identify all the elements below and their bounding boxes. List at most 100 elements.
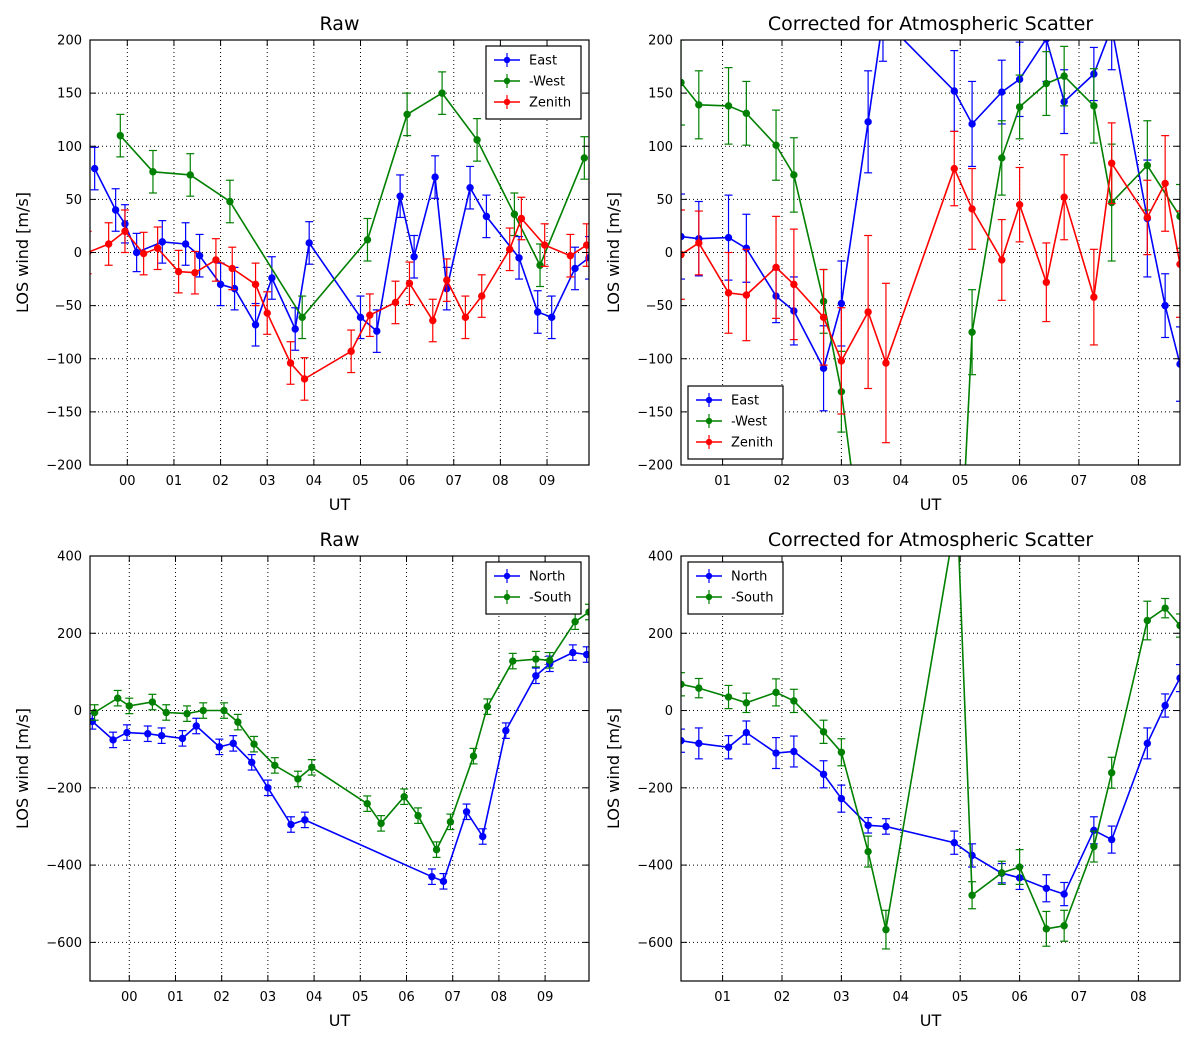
legend-marker (503, 56, 511, 64)
chart-title: Corrected for Atmospheric Scatter (768, 13, 1094, 35)
data-point (174, 267, 183, 276)
data-point (216, 280, 225, 289)
data-point (695, 239, 703, 247)
y-tick-label: −100 (46, 352, 82, 367)
data-point (540, 241, 549, 249)
data-point (1090, 102, 1098, 110)
axes-frame (680, 555, 1181, 982)
data-point (502, 726, 510, 735)
data-point (366, 311, 374, 319)
data-point (1176, 674, 1180, 682)
data-point (1143, 161, 1152, 170)
x-tick-label: 07 (444, 990, 461, 1005)
data-point (271, 761, 279, 770)
legend-item-east: East (696, 393, 759, 409)
x-tick-label: 05 (952, 474, 969, 489)
legend-label: Zenith (529, 96, 571, 111)
data-point (1107, 835, 1116, 844)
y-tick-label: −200 (46, 781, 82, 796)
data-point (882, 822, 890, 831)
data-point (580, 154, 589, 162)
data-point (308, 763, 316, 772)
data-point (104, 240, 113, 248)
legend-marker (503, 98, 511, 106)
data-point (1143, 616, 1152, 625)
data-point (181, 240, 190, 248)
series-line-south (681, 556, 1180, 930)
data-point (790, 171, 798, 179)
data-point (724, 102, 733, 110)
data-point (149, 168, 157, 176)
data-point (1176, 212, 1180, 221)
series-line-west (119, 92, 586, 319)
series-line-zenith (90, 216, 588, 380)
x-tick-label: 01 (167, 990, 184, 1005)
x-tick-label: 06 (399, 474, 416, 489)
legend-item-west: -West (494, 74, 565, 90)
data-point (517, 214, 526, 223)
y-tick-label: −400 (46, 859, 82, 874)
data-point (1042, 925, 1051, 933)
data-point (443, 276, 451, 284)
data-point (695, 101, 703, 109)
data-point (478, 292, 486, 300)
data-point (1042, 79, 1051, 88)
legend-marker (705, 417, 713, 425)
data-point (968, 120, 976, 128)
data-point (248, 758, 256, 767)
data-point (429, 316, 437, 325)
data-point (1090, 842, 1098, 851)
data-point (226, 197, 234, 206)
data-point (569, 648, 577, 657)
data-point (742, 728, 751, 737)
series-group (681, 40, 1180, 465)
data-point (195, 251, 204, 260)
x-tick-label: 09 (539, 474, 556, 489)
x-tick-label: 08 (491, 990, 508, 1005)
chart-panel-4: 01 02 03 04 05 06 07 08 −600 −400 −200 0 200 400 Corre… (604, 529, 1181, 1030)
chart-title: Raw (320, 529, 360, 551)
data-point (347, 347, 355, 356)
x-tick-label: 06 (1011, 474, 1028, 489)
data-point (1161, 604, 1169, 612)
data-point (1060, 193, 1068, 201)
x-tick-label: 05 (952, 990, 969, 1005)
legend: North -South (687, 561, 784, 615)
data-point (724, 289, 733, 297)
data-point (403, 110, 411, 119)
data-point (287, 820, 295, 829)
data-point (400, 793, 408, 801)
data-point (819, 313, 828, 322)
data-point (1042, 278, 1051, 286)
data-point (305, 239, 313, 247)
data-point (264, 784, 272, 792)
data-point (695, 684, 703, 692)
data-point (1015, 863, 1024, 871)
x-tick-label: 04 (893, 474, 910, 489)
data-point (968, 328, 976, 336)
data-point (790, 697, 798, 705)
chart-panel-3: 00 01 02 03 04 05 06 07 08 09 −600 −400 −200 0 200 400 R… (13, 529, 590, 1030)
data-point (212, 256, 220, 264)
data-point (742, 699, 751, 707)
data-point (998, 88, 1006, 96)
legend-label: East (731, 394, 759, 409)
data-point (111, 206, 120, 214)
data-point (298, 313, 306, 322)
data-point (1143, 213, 1152, 222)
data-point (144, 730, 152, 738)
y-tick-label: 0 (74, 704, 82, 719)
data-point (153, 244, 162, 252)
data-point (506, 245, 514, 254)
series-line-north (91, 651, 587, 883)
legend-marker (705, 438, 713, 446)
data-point (582, 650, 589, 659)
y-axis-label: LOS wind [m/s] (604, 192, 623, 313)
data-point (148, 698, 157, 706)
x-tick-label: 02 (213, 990, 230, 1005)
data-point (998, 869, 1006, 877)
x-axis-label: UT (920, 1011, 942, 1030)
y-tick-label: −400 (637, 859, 673, 874)
data-point (428, 872, 436, 881)
data-point (139, 249, 148, 258)
